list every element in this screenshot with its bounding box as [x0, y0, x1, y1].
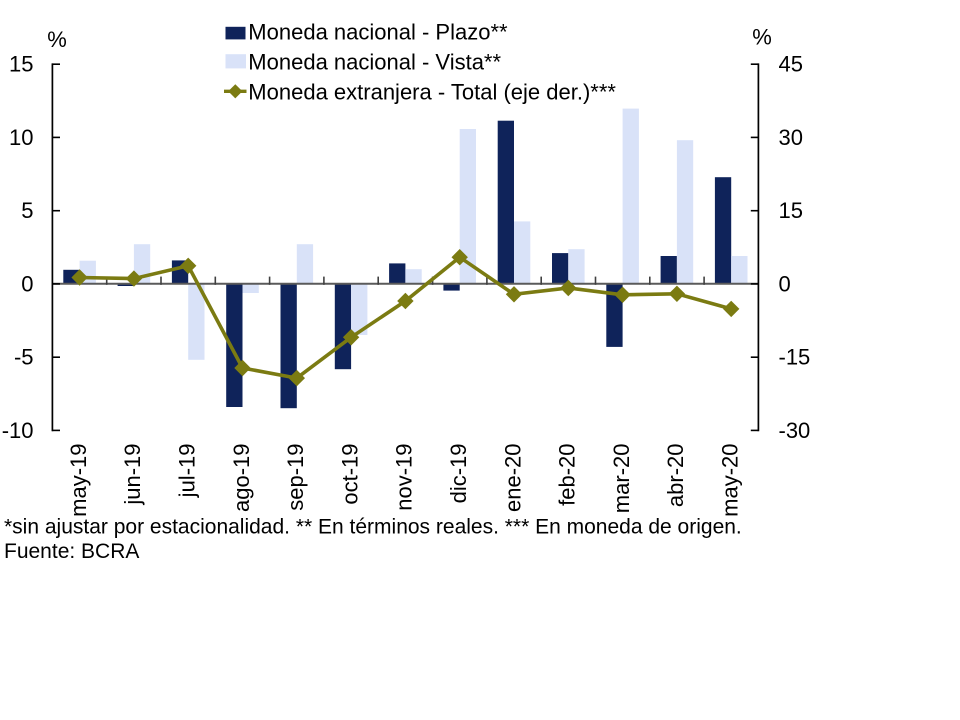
- svg-text:abr-20: abr-20: [663, 444, 688, 508]
- svg-text:-10: -10: [2, 418, 34, 443]
- svg-text:0: 0: [779, 271, 791, 296]
- svg-text:jul-19: jul-19: [175, 444, 200, 499]
- svg-text:Moneda nacional - Plazo**: Moneda nacional - Plazo**: [248, 20, 508, 45]
- svg-text:may-20: may-20: [718, 444, 743, 517]
- svg-text:feb-20: feb-20: [555, 444, 580, 506]
- svg-text:Fuente: BCRA: Fuente: BCRA: [4, 540, 139, 563]
- svg-text:*sin ajustar por estacionalida: *sin ajustar por estacionalidad. ** En t…: [4, 516, 742, 539]
- svg-text:mar-20: mar-20: [609, 444, 634, 514]
- svg-text:sep-19: sep-19: [283, 444, 308, 511]
- svg-text:-5: -5: [14, 345, 34, 370]
- svg-text:nov-19: nov-19: [392, 444, 417, 511]
- svg-text:0: 0: [21, 271, 33, 296]
- svg-text:15: 15: [9, 52, 33, 77]
- svg-text:Moneda nacional - Vista**: Moneda nacional - Vista**: [248, 50, 501, 75]
- svg-text:ene-20: ene-20: [500, 444, 525, 513]
- svg-text:oct-19: oct-19: [337, 444, 362, 505]
- svg-text:dic-19: dic-19: [446, 444, 471, 504]
- svg-text:jun-19: jun-19: [120, 444, 145, 506]
- svg-text:-15: -15: [779, 345, 811, 370]
- svg-text:5: 5: [21, 198, 33, 223]
- svg-text:ago-19: ago-19: [229, 444, 254, 513]
- svg-text:%: %: [47, 27, 67, 52]
- svg-text:10: 10: [9, 125, 33, 150]
- svg-text:-30: -30: [779, 418, 811, 443]
- svg-text:Moneda extranjera - Total (eje: Moneda extranjera - Total (eje der.)***: [248, 80, 616, 105]
- svg-text:may-19: may-19: [66, 444, 91, 517]
- svg-text:45: 45: [779, 52, 803, 77]
- svg-text:30: 30: [779, 125, 803, 150]
- svg-text:%: %: [752, 24, 772, 49]
- svg-text:15: 15: [779, 198, 803, 223]
